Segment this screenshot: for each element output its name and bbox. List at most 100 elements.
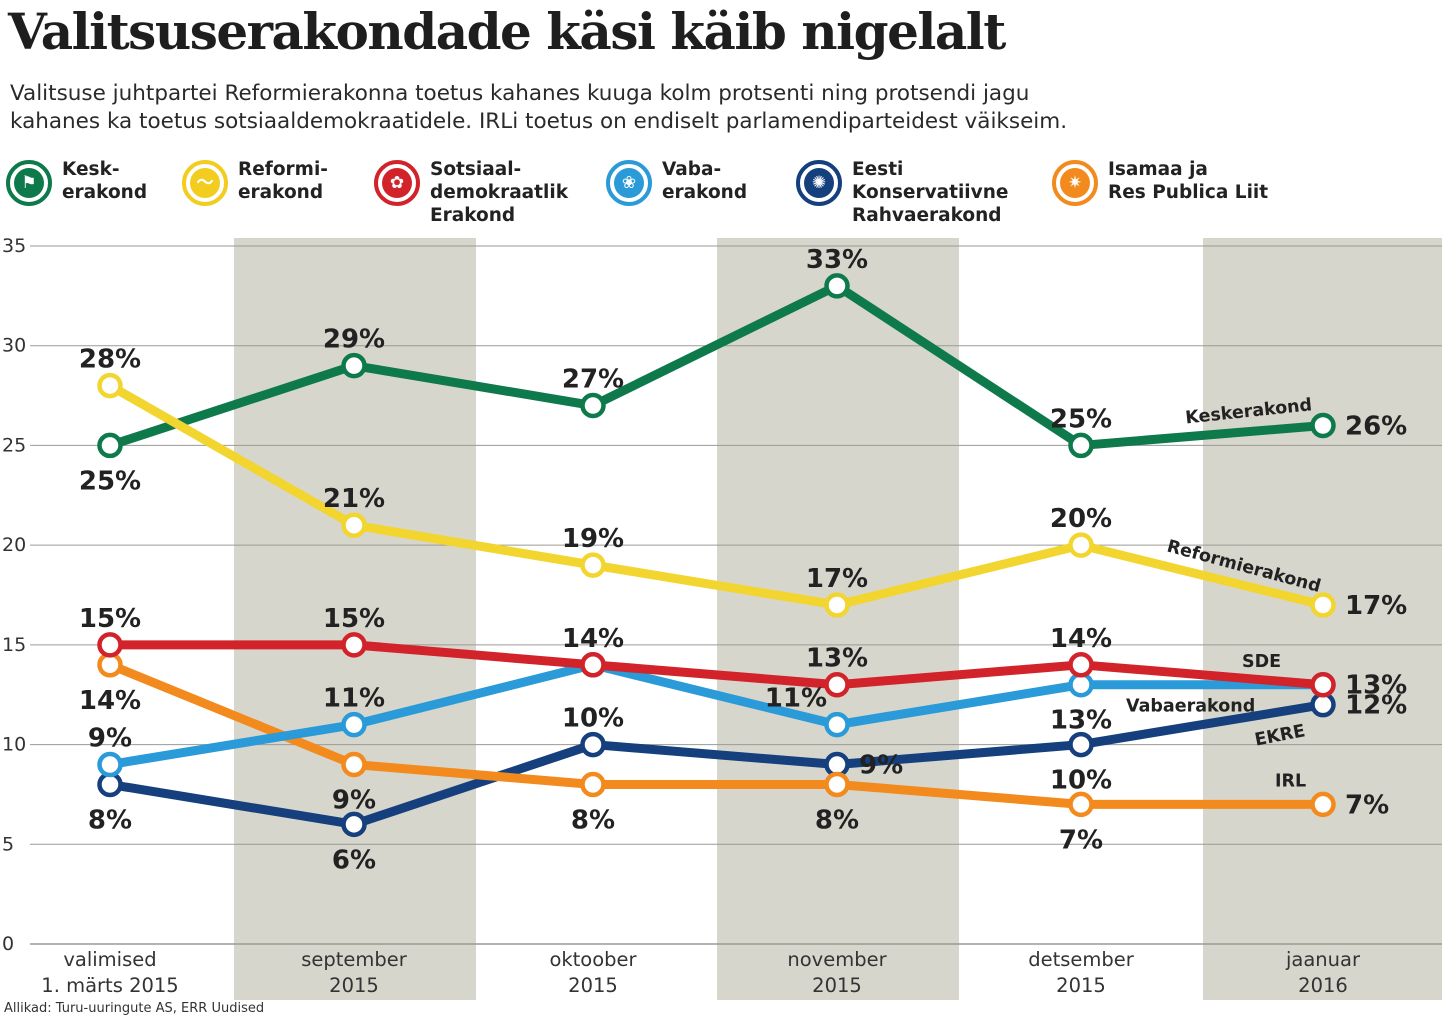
data-point-ekre — [341, 811, 367, 838]
data-label-sde: 13% — [806, 644, 868, 674]
cornflower-icon: ✺ — [796, 160, 842, 206]
data-point-ekre — [580, 731, 606, 758]
line-chart: 0 5 10 15 20 25 30 35 valimised 1. märts 2015 sept… — [2, 235, 1442, 1000]
data-point-keskerakond — [1068, 432, 1094, 459]
legend-line: Konservatiivne — [852, 182, 1009, 203]
data-label-vabaerakond: 11% — [323, 684, 385, 714]
data-label-irl: 9% — [332, 786, 376, 816]
x-tick-label: 2015 — [329, 974, 379, 997]
legend-label: Kesk- erakond — [62, 158, 147, 204]
data-label-keskerakond: 29% — [323, 325, 385, 355]
legend-item-sde: ✿ Sotsiaal- demokraatlik Erakond — [374, 158, 568, 227]
data-label-keskerakond: 27% — [562, 365, 624, 395]
y-tick-label: 0 — [2, 933, 14, 955]
data-label-ekre: 8% — [88, 805, 132, 835]
data-point-sde — [341, 632, 367, 658]
data-label-reformierakond: 17% — [1345, 591, 1407, 621]
legend-label: Reformi- erakond — [238, 158, 328, 204]
data-point-vabaerakond — [341, 711, 367, 738]
x-tick-label: oktoober — [549, 948, 637, 971]
data-point-vabaerakond — [97, 751, 123, 778]
data-point-keskerakond — [824, 273, 850, 299]
data-label-sde: 15% — [323, 604, 385, 634]
legend-line: demokraatlik — [430, 182, 569, 203]
data-label-sde: 13% — [1345, 671, 1407, 701]
data-label-reformierakond: 20% — [1050, 504, 1112, 534]
legend-label: Vaba- erakond — [662, 158, 747, 204]
legend-glyph: ⚑ — [14, 168, 44, 198]
legend-glyph: ✷ — [1060, 168, 1090, 198]
legend-item-keskerakond: ⚑ Kesk- erakond — [6, 158, 147, 206]
data-point-irl — [580, 771, 606, 798]
data-label-reformierakond: 21% — [323, 484, 385, 514]
series-line-reformierakond — [105, 381, 1328, 610]
chart-title: Valitsuserakondade käsi käib nigelalt — [8, 2, 1006, 61]
legend-label: Sotsiaal- demokraatlik Erakond — [430, 158, 568, 227]
x-tick-label: 2015 — [568, 974, 618, 997]
legend-label: Isamaa ja Res Publica Liit — [1108, 158, 1268, 204]
chart-subtitle: Valitsuse juhtpartei Reformierakonna toe… — [10, 80, 1430, 136]
legend-line: erakond — [662, 182, 748, 203]
x-tick-label: detsember — [1028, 948, 1135, 971]
y-tick-label: 5 — [2, 833, 14, 855]
legend-line: Rahvaerakond — [852, 205, 1002, 226]
y-tick-label: 30 — [2, 335, 26, 357]
data-point-reformierakond — [824, 592, 850, 618]
data-label-vabaerakond: 9% — [88, 724, 132, 754]
data-point-sde — [1310, 671, 1336, 698]
series-end-label-irl: IRL — [1275, 771, 1306, 791]
data-point-reformierakond — [341, 512, 367, 538]
data-point-sde — [824, 671, 850, 698]
data-label-irl: 8% — [571, 805, 615, 835]
data-label-irl: 7% — [1059, 825, 1103, 855]
data-label-sde: 14% — [562, 624, 624, 654]
legend-item-vabaerakond: ❀ Vaba- erakond — [606, 158, 747, 206]
data-point-reformierakond — [580, 552, 606, 578]
data-point-ekre — [1068, 731, 1094, 758]
legend-item-irl: ✷ Isamaa ja Res Publica Liit — [1052, 158, 1268, 206]
data-point-irl — [341, 751, 367, 778]
legend-line: erakond — [238, 182, 324, 203]
data-label-irl: 7% — [1345, 790, 1389, 820]
series-line-irl — [105, 660, 1328, 809]
data-point-keskerakond — [97, 432, 123, 459]
data-point-sde — [580, 652, 606, 678]
legend-line: Erakond — [430, 205, 516, 226]
data-point-sde — [1068, 652, 1094, 678]
data-label-irl: 14% — [79, 686, 141, 716]
legend-label: Eesti Konservatiivne Rahvaerakond — [852, 158, 1008, 227]
data-label-ekre: 12% — [1345, 691, 1407, 721]
data-label-ekre: 6% — [332, 845, 376, 875]
data-point-reformierakond — [1310, 592, 1336, 618]
legend-line: Sotsiaal- — [430, 159, 522, 180]
legend-glyph: ❀ — [614, 168, 644, 198]
data-label-irl: 8% — [815, 805, 859, 835]
legend-line: Vaba- — [662, 159, 722, 180]
legend-line: erakond — [62, 182, 148, 203]
legend-line: Eesti — [852, 159, 904, 180]
series-end-label-sde: SDE — [1242, 652, 1281, 672]
rose-icon: ✿ — [374, 160, 420, 206]
x-tick-label: 2015 — [1056, 974, 1106, 997]
legend-glyph: ✺ — [804, 168, 834, 198]
y-tick-label: 15 — [2, 634, 26, 656]
legend-glyph: 〜 — [190, 168, 220, 198]
series-line-vabaerakond — [105, 660, 1328, 770]
series-line-ekre — [105, 700, 1328, 829]
x-tick-label: september — [301, 948, 408, 971]
squirrel-icon: ⚑ — [6, 160, 52, 206]
data-point-keskerakond — [341, 352, 367, 379]
legend-line: Isamaa ja — [1108, 159, 1208, 180]
data-label-ekre: 10% — [1050, 766, 1112, 796]
data-label-vabaerakond: 11% — [765, 684, 827, 714]
legend-line: Res Publica Liit — [1108, 182, 1269, 203]
x-tick-label: jaanuar — [1285, 948, 1361, 971]
x-tick-label: 2016 — [1298, 974, 1348, 997]
data-label-vabaerakond: 13% — [1050, 706, 1112, 736]
data-label-ekre: 9% — [859, 751, 903, 781]
data-label-sde: 15% — [79, 604, 141, 634]
squirrel-silhouette-icon: 〜 — [182, 160, 228, 206]
series-line-keskerakond — [105, 281, 1328, 450]
data-point-keskerakond — [580, 392, 606, 419]
data-point-irl — [1310, 791, 1336, 818]
